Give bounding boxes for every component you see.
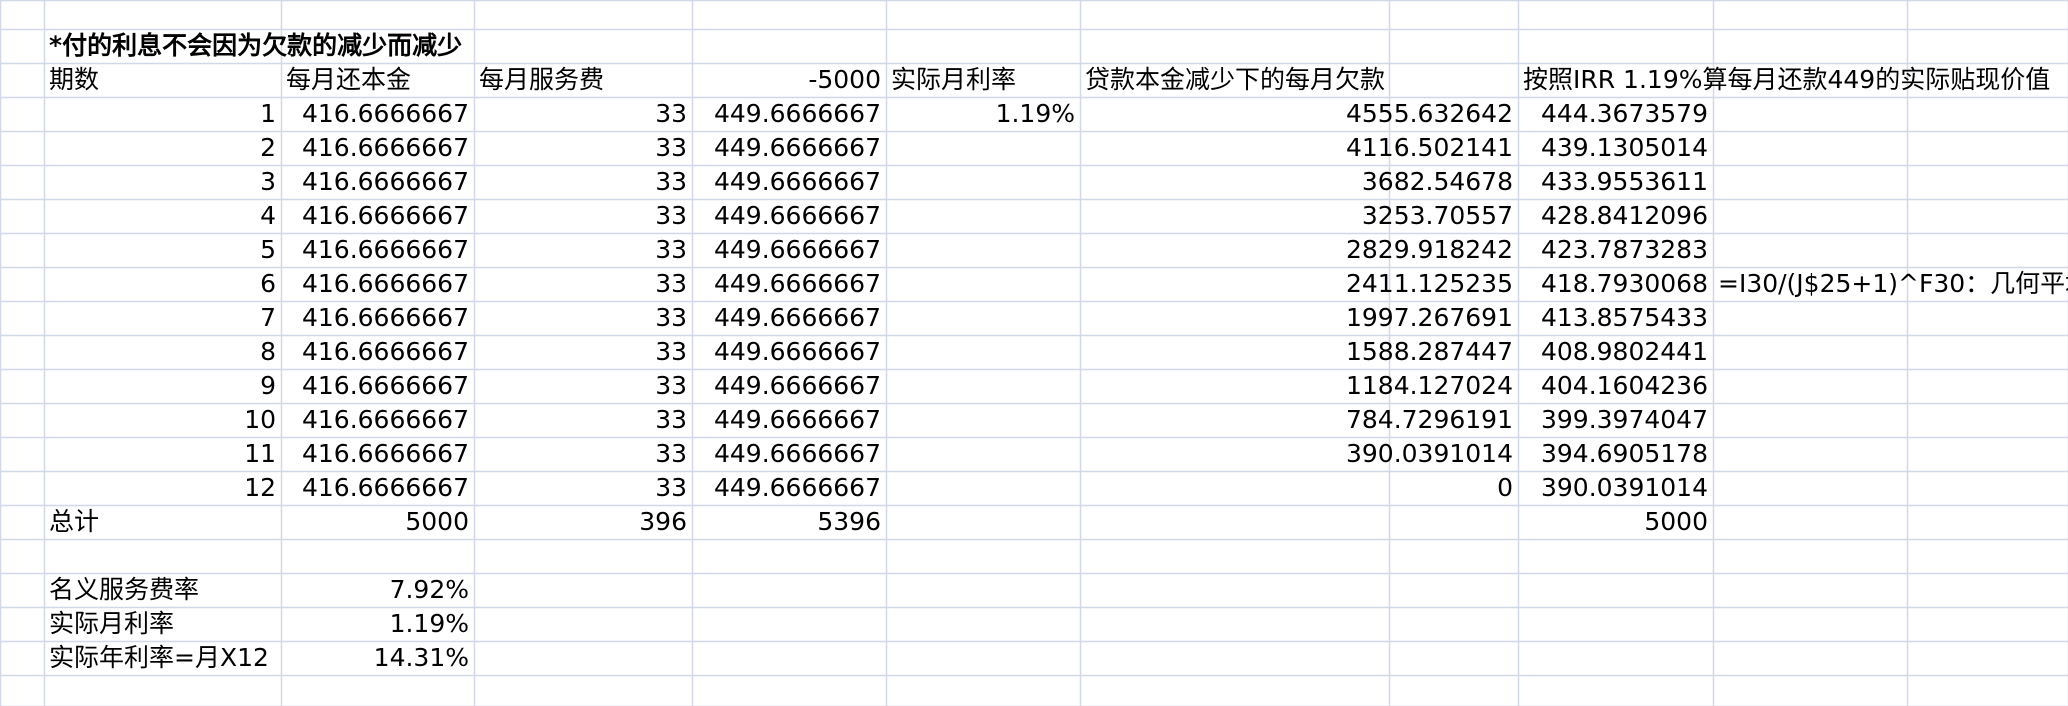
service-fee-cell[interactable]: 33	[655, 201, 687, 230]
balance-cell[interactable]: 1997.267691	[1345, 303, 1513, 332]
service-fee-cell[interactable]: 33	[655, 167, 687, 196]
present-value-cell[interactable]: 394.6905178	[1540, 439, 1708, 468]
period-cell[interactable]: 11	[244, 439, 276, 468]
summary-label[interactable]: 名义服务费率	[49, 575, 200, 604]
payment-cell[interactable]: 449.6666667	[713, 337, 881, 366]
principal-cell[interactable]: 416.6666667	[301, 303, 469, 332]
period-cell[interactable]: 7	[260, 303, 276, 332]
totals-payment[interactable]: 5396	[817, 507, 881, 536]
period-cell[interactable]: 12	[244, 473, 276, 502]
header-monthly-rate[interactable]: 实际月利率	[891, 65, 1017, 94]
principal-cell[interactable]: 416.6666667	[301, 473, 469, 502]
service-fee-cell[interactable]: 33	[655, 235, 687, 264]
principal-cell[interactable]: 416.6666667	[301, 371, 469, 400]
principal-cell[interactable]: 416.6666667	[301, 405, 469, 434]
balance-cell[interactable]: 3253.70557	[1361, 201, 1513, 230]
balance-cell[interactable]: 4116.502141	[1345, 133, 1513, 162]
header-principal[interactable]: 每月还本金	[286, 65, 412, 94]
totals-label[interactable]: 总计	[49, 507, 100, 536]
present-value-cell[interactable]: 433.9553611	[1540, 167, 1708, 196]
principal-cell[interactable]: 416.6666667	[301, 337, 469, 366]
payment-cell[interactable]: 449.6666667	[713, 235, 881, 264]
formula-note-cell[interactable]: =I30/(J$25+1)^F30：几何平均	[1718, 269, 2068, 298]
service-fee-cell[interactable]: 33	[655, 99, 687, 128]
balance-cell[interactable]: 784.7296191	[1345, 405, 1513, 434]
principal-cell[interactable]: 416.6666667	[301, 269, 469, 298]
present-value-cell[interactable]: 428.8412096	[1540, 201, 1708, 230]
principal-cell[interactable]: 416.6666667	[301, 439, 469, 468]
payment-cell[interactable]: 449.6666667	[713, 269, 881, 298]
present-value-cell[interactable]: 423.7873283	[1540, 235, 1708, 264]
payment-cell[interactable]: 449.6666667	[713, 167, 881, 196]
present-value-cell[interactable]: 408.9802441	[1540, 337, 1708, 366]
present-value-cell[interactable]: 413.8575433	[1540, 303, 1708, 332]
principal-cell[interactable]: 416.6666667	[301, 99, 469, 128]
payment-cell[interactable]: 449.6666667	[713, 405, 881, 434]
period-cell[interactable]: 4	[260, 201, 276, 230]
payment-cell[interactable]: 449.6666667	[713, 201, 881, 230]
header-service-fee[interactable]: 每月服务费	[479, 65, 605, 94]
service-fee-cell[interactable]: 33	[655, 337, 687, 366]
principal-cell[interactable]: 416.6666667	[301, 133, 469, 162]
note-cell[interactable]: *付的利息不会因为欠款的减少而减少	[49, 31, 463, 60]
payment-cell[interactable]: 449.6666667	[713, 99, 881, 128]
payment-cell[interactable]: 449.6666667	[713, 303, 881, 332]
period-cell[interactable]: 10	[244, 405, 276, 434]
period-cell[interactable]: 6	[260, 269, 276, 298]
present-value-cell[interactable]: 390.0391014	[1540, 473, 1708, 502]
service-fee-cell[interactable]: 33	[655, 473, 687, 502]
balance-cell[interactable]: 3682.54678	[1361, 167, 1513, 196]
balance-cell[interactable]: 2829.918242	[1345, 235, 1513, 264]
summary-value[interactable]: 7.92%	[389, 575, 469, 604]
balance-cell[interactable]: 1588.287447	[1345, 337, 1513, 366]
service-fee-cell[interactable]: 33	[655, 303, 687, 332]
period-cell[interactable]: 5	[260, 235, 276, 264]
service-fee-cell[interactable]: 33	[655, 405, 687, 434]
header-present-value[interactable]: 按照IRR 1.19%算每月还款449的实际贴现价值	[1523, 65, 2051, 94]
balance-cell[interactable]: 1184.127024	[1345, 371, 1513, 400]
summary-label[interactable]: 实际年利率=月X12	[49, 643, 269, 672]
header-balance[interactable]: 贷款本金减少下的每月欠款	[1085, 65, 1386, 94]
present-value-cell[interactable]: 444.3673579	[1540, 99, 1708, 128]
balance-cell[interactable]: 2411.125235	[1345, 269, 1513, 298]
period-cell[interactable]: 1	[260, 99, 276, 128]
service-fee-cell[interactable]: 33	[655, 133, 687, 162]
summary-value[interactable]: 14.31%	[373, 643, 469, 672]
period-cell[interactable]: 8	[260, 337, 276, 366]
principal-cell[interactable]: 416.6666667	[301, 235, 469, 264]
present-value-cell[interactable]: 404.1604236	[1540, 371, 1708, 400]
present-value-cell[interactable]: 399.3974047	[1540, 405, 1708, 434]
balance-cell[interactable]: 390.0391014	[1345, 439, 1513, 468]
summary-label[interactable]: 实际月利率	[49, 609, 175, 638]
principal-cell[interactable]: 416.6666667	[301, 201, 469, 230]
payment-cell[interactable]: 449.6666667	[713, 371, 881, 400]
payment-cell[interactable]: 449.6666667	[713, 473, 881, 502]
balance-cell[interactable]: 4555.632642	[1345, 99, 1513, 128]
totals-present-value[interactable]: 5000	[1644, 507, 1708, 536]
header-period[interactable]: 期数	[49, 65, 100, 94]
period-cell[interactable]: 2	[260, 133, 276, 162]
summary-value[interactable]: 1.19%	[389, 609, 469, 638]
period-cell[interactable]: 9	[260, 371, 276, 400]
present-value-cell[interactable]: 418.7930068	[1540, 269, 1708, 298]
header-loan-amount[interactable]: -5000	[808, 65, 881, 94]
payment-cell[interactable]: 449.6666667	[713, 439, 881, 468]
service-fee-cell[interactable]: 33	[655, 371, 687, 400]
totals-service-fee[interactable]: 396	[639, 507, 687, 536]
monthly-rate-cell[interactable]: 1.19%	[995, 99, 1075, 128]
totals-principal[interactable]: 5000	[405, 507, 469, 536]
service-fee-cell[interactable]: 33	[655, 439, 687, 468]
period-cell[interactable]: 3	[260, 167, 276, 196]
principal-cell[interactable]: 416.6666667	[301, 167, 469, 196]
service-fee-cell[interactable]: 33	[655, 269, 687, 298]
present-value-cell[interactable]: 439.1305014	[1540, 133, 1708, 162]
payment-cell[interactable]: 449.6666667	[713, 133, 881, 162]
balance-cell[interactable]: 0	[1497, 473, 1513, 502]
